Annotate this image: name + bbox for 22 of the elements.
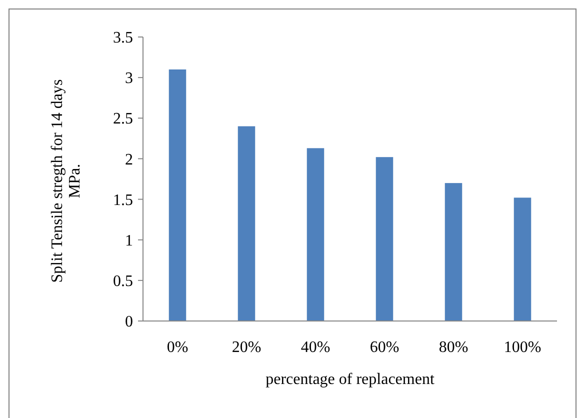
y-tick-label: 3 <box>125 70 133 88</box>
y-tick-label: 3.5 <box>113 30 133 47</box>
x-axis-title: percentage of replacement <box>266 371 435 388</box>
y-tick-label: 1 <box>125 232 133 250</box>
x-tick-label: 20% <box>232 339 262 356</box>
x-tick-label: 0% <box>166 339 188 356</box>
x-tick-label: 80% <box>438 339 468 356</box>
bar <box>238 126 256 321</box>
bar <box>168 69 186 321</box>
bar <box>444 183 462 321</box>
y-tick-label: 0.5 <box>113 273 133 290</box>
y-tick-label: 2 <box>125 151 133 168</box>
x-tick-label: 60% <box>370 339 400 356</box>
x-tick-label: 40% <box>300 339 330 356</box>
bar <box>376 157 394 321</box>
bar <box>514 198 532 321</box>
bar <box>306 148 324 321</box>
x-tick-label: 100% <box>504 339 542 356</box>
y-axis-title: Split Tensile stregth for 14 days MPa. <box>49 79 84 283</box>
y-tick-label: 1.5 <box>113 192 133 209</box>
y-tick-label: 2.5 <box>113 110 133 128</box>
y-tick-label: 0 <box>125 314 133 331</box>
